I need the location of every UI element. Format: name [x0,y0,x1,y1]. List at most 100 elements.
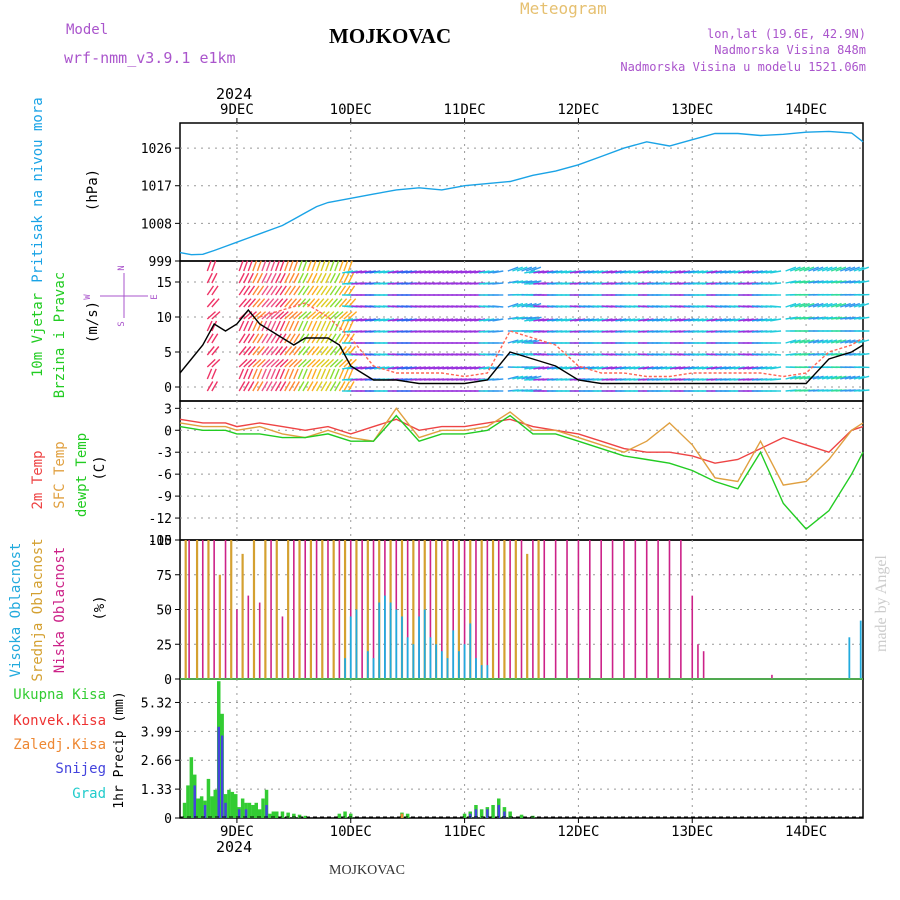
wind-barb-1001 [583,270,595,274]
wind-barb-271 [288,346,297,356]
wind-barb-164 [243,381,250,392]
wind-barb-324 [311,320,318,332]
wind-barb-204 [261,333,269,344]
wind-barb-831 [521,339,533,344]
wind-barb-1210 [669,270,681,274]
ytick-label-wind-1: 5 [164,346,172,361]
wind-barb-408 [347,272,355,284]
precip-bar-ukupnakisa-38 [462,813,467,818]
wind-barb-1540 [817,266,829,272]
wind-barb-264 [288,260,294,272]
wind-barb-825 [521,266,533,272]
wind-barb-218 [265,368,272,380]
wind-barb-109 [221,382,227,392]
wind-barb-85 [211,358,221,368]
wind-barb-1565 [826,302,838,308]
precip-bar-ukupnakisa-41 [479,809,484,818]
wind-barb-1192 [660,318,672,322]
wind-barb-290 [297,311,308,320]
panel-frame-precip [179,678,864,819]
wind-barb-1434 [760,318,773,322]
wind-barb-815 [516,280,528,284]
wind-barb-1262 [688,366,700,370]
day-label-bottom-1: 10DEC [330,824,372,840]
wind-barb-1020 [587,366,600,370]
wind-barb-653 [437,318,449,322]
wind-barb-317 [306,368,313,380]
wind-barb-240 [274,368,281,380]
wind-barb-1196 [660,366,672,370]
precip-bar-snijeg-4 [224,802,227,818]
precip-bar-ukupnakisa-28 [280,811,285,818]
wind-barb-1078 [615,270,627,274]
wind-barb-1357 [729,318,741,322]
wind-barb-620 [424,318,436,322]
wind-barb-411 [348,311,358,320]
wind-barb-1104 [624,318,636,322]
wind-barb-233 [275,285,283,296]
wind-barb-1543 [817,302,829,308]
wind-barb-440 [351,270,363,274]
wind-barb-1615 [844,375,856,380]
wind-barb-323 [311,311,321,320]
wind-barb-1621 [849,316,861,320]
wind-barb-1251 [683,366,695,370]
wind-barb-1372 [733,366,745,370]
wind-barb-1273 [692,366,704,370]
wind-barb-407 [347,260,353,272]
wind-barb-1521 [808,302,820,308]
wind-barb-660 [442,270,454,274]
wind-barb-353 [325,272,332,284]
wind-barb-245 [279,298,288,308]
wind-barb-1566 [826,316,838,320]
wind-barb-3 [180,299,187,307]
wind-barb-145 [238,285,246,296]
wind-barb-602 [414,366,427,370]
wind-barb-679 [446,366,458,370]
wind-barb-333 [316,298,325,308]
wind-barb-576 [405,318,417,322]
day-label-top-4: 13DEC [671,102,713,118]
wind-barb-517 [383,270,395,274]
wind-barb-110 [226,261,230,271]
precip-bar-ukupnakisa-35 [349,813,353,818]
precip-bar-ukupnakisa-0 [182,802,187,818]
wind-barb-37 [194,312,202,319]
wind-barb-112 [226,286,232,295]
wind-barb-128 [230,347,237,356]
wind-barb-433 [346,318,358,322]
wind-barb-1258 [688,318,700,322]
wind-barb-1023 [592,270,604,274]
wind-barb-1214 [669,318,681,322]
precip-bar-ukupnakisa-9 [213,789,217,818]
wind-barb-828 [521,302,533,308]
wind-barb-194 [256,346,265,356]
wind-barb-286 [297,260,303,272]
wind-barb-349 [320,358,330,368]
precip-bar-ukupnakisa-32 [303,815,307,818]
wind-barb-1524 [808,339,820,344]
wind-barb-1631 [853,302,865,308]
precip-ylabel-grad: Grad [72,786,106,802]
wind-barb-1375 [738,270,750,274]
wind-barb-51 [198,347,205,356]
wind-barb-206 [261,358,271,368]
wind-barb-1342 [724,270,736,274]
wind-barb-657 [437,366,449,370]
wind-barb-763 [483,318,495,322]
wind-barb-484 [369,270,381,274]
wind-barb-785 [492,318,504,322]
wind-barb-796 [507,316,519,320]
wind-barb-1513 [803,339,815,344]
wind-barb-1491 [794,339,806,344]
wind-barb-693 [455,270,467,274]
wind-barb-809 [512,339,524,344]
wind-barb-339 [315,368,322,380]
wind-barb-572 [405,270,417,274]
wind-barb-1460 [770,366,782,370]
wind-barb-737 [474,270,486,274]
wind-barb-383 [334,368,340,380]
wind-barb-123 [230,286,236,295]
wind-barb-105 [221,334,227,343]
wind-barb-928 [551,318,563,322]
